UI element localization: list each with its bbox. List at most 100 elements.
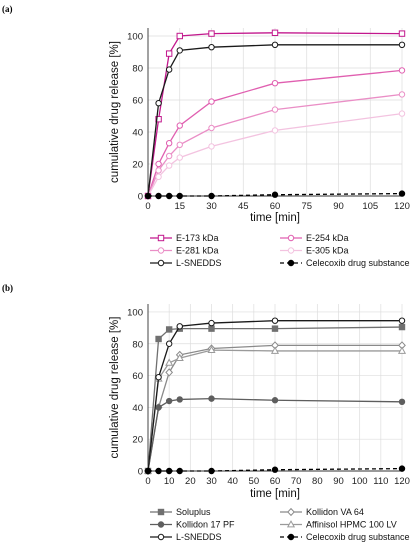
data-point — [207, 345, 216, 354]
x-tick-label: 0 — [145, 201, 150, 212]
x-tick-label: 70 — [291, 476, 302, 487]
y-tick-label: 40 — [132, 128, 143, 139]
legend-marker — [287, 234, 295, 242]
legend-label: L-SNEDDS — [176, 258, 222, 268]
legend-marker — [287, 247, 295, 254]
data-point — [271, 317, 279, 324]
data-point — [155, 116, 162, 123]
data-point — [144, 192, 152, 200]
series-5 — [144, 190, 406, 200]
data-point — [271, 397, 279, 404]
panel-label-b: (b) — [2, 283, 13, 293]
legend-label: E-173 kDa — [176, 233, 219, 243]
data-point — [176, 122, 183, 129]
y-tick-label: 80 — [132, 64, 143, 75]
legend-marker — [287, 507, 295, 517]
x-tick-label: 10 — [164, 476, 175, 487]
legend-label: Kollidon VA 64 — [306, 507, 364, 517]
data-point — [398, 91, 406, 98]
legend-label: Affinisol HPMC 100 LV — [306, 520, 397, 530]
data-point — [165, 467, 173, 475]
x-tick-label: 15 — [174, 201, 185, 212]
y-axis-title: cumulative drug release [%] — [109, 41, 121, 183]
x-tick-label: 30 — [206, 201, 217, 212]
y-tick-label: 20 — [132, 160, 143, 171]
data-point — [155, 373, 162, 381]
data-point — [155, 467, 162, 475]
data-point — [398, 323, 406, 331]
legend-marker — [286, 520, 296, 528]
data-point — [165, 140, 173, 147]
series-2 — [144, 91, 406, 200]
data-point — [398, 41, 406, 48]
x-tick-label: 30 — [206, 476, 217, 487]
data-point — [208, 325, 215, 332]
x-tick-label: 80 — [312, 476, 323, 487]
data-point — [208, 467, 215, 475]
data-point — [271, 466, 279, 473]
data-point — [271, 29, 279, 37]
legend-label: Celecoxib drug substance — [306, 532, 410, 542]
y-tick-label: 40 — [132, 403, 143, 414]
x-tick-label: 120 — [394, 201, 410, 212]
data-point — [208, 395, 215, 402]
legend-label: Kollidon 17 PF — [176, 520, 235, 530]
x-axis-title: time [min] — [250, 488, 300, 500]
legend-marker — [287, 533, 295, 541]
legend: Soluplus Kollidon VA 64 Kollidon 17 PF Affi… — [150, 507, 410, 542]
data-point — [165, 192, 173, 200]
data-point — [208, 143, 215, 150]
data-point — [165, 358, 174, 366]
data-point — [271, 325, 279, 332]
x-tick-label: 50 — [249, 476, 260, 487]
data-point — [165, 340, 173, 347]
data-point — [155, 173, 162, 181]
data-point — [165, 162, 173, 169]
data-point — [271, 41, 279, 48]
x-tick-label: 60 — [270, 201, 281, 212]
chart-panel-a: 0 20 40 60 80 100 0 15 30 45 60 75 90 105 120 time [min… — [109, 28, 410, 268]
chart-panel-b: 0 20 40 60 80 100 0 10 20 30 40 50 60 70 80 90 100 110 120… — [109, 304, 410, 542]
legend-marker — [157, 247, 165, 254]
data-point — [208, 124, 215, 132]
data-point — [175, 353, 184, 361]
x-axis-title: time [min] — [250, 212, 300, 224]
data-point — [176, 192, 183, 200]
legend-marker — [157, 234, 165, 242]
data-point — [176, 154, 183, 161]
legend: E-173 kDa E-254 kDa E-281 kDa E-305 kDa L-SN… — [150, 233, 410, 268]
data-point — [398, 398, 406, 406]
series-1 — [144, 67, 406, 200]
data-point — [176, 32, 183, 40]
data-point — [398, 190, 406, 197]
data-point — [271, 127, 279, 134]
x-tick-label: 60 — [270, 476, 281, 487]
x-tick-label: 90 — [333, 201, 344, 212]
x-tick-label: 45 — [238, 201, 249, 212]
y-tick-label: 60 — [132, 96, 143, 107]
data-point — [176, 141, 183, 149]
x-tick-label: 0 — [145, 476, 150, 487]
x-tick-label: 100 — [352, 476, 368, 487]
data-point — [208, 30, 215, 37]
data-point — [208, 319, 215, 327]
data-point — [165, 66, 173, 73]
data-point — [165, 326, 173, 333]
data-point — [165, 368, 174, 377]
y-tick-label: 100 — [127, 32, 143, 43]
data-point — [155, 404, 162, 411]
legend-label: Soluplus — [176, 507, 211, 517]
data-point — [398, 465, 406, 472]
data-point — [208, 44, 215, 51]
series-5 — [144, 465, 406, 475]
data-point — [155, 160, 162, 168]
legend-marker — [287, 259, 295, 267]
legend-marker — [157, 508, 165, 516]
data-point — [165, 397, 173, 405]
y-tick-label: 20 — [132, 435, 143, 446]
x-tick-label: 105 — [362, 201, 378, 212]
legend-label: L-SNEDDS — [176, 532, 222, 542]
legend-label: Celecoxib drug substance — [306, 258, 410, 268]
data-point — [398, 110, 406, 117]
